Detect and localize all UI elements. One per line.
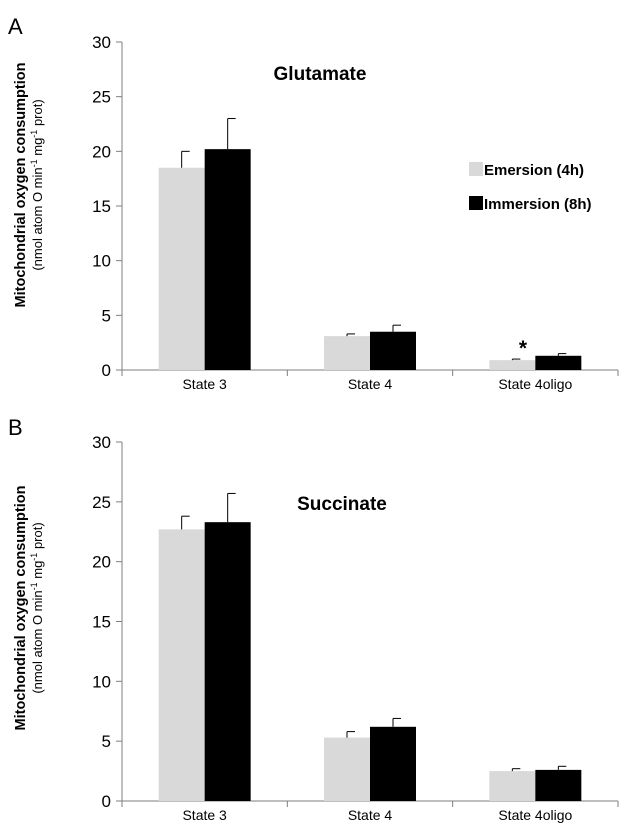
panel-a-y-tick-label: 20 xyxy=(92,142,111,161)
panel-b-bar-emersion xyxy=(489,771,536,801)
panel-a: A Glutamate Mitochondrial oxygen consump… xyxy=(8,14,619,392)
panel-a-y-units: (nmol atom O min-1 mg-1 prot) xyxy=(29,99,45,270)
panel-a-title: Glutamate xyxy=(274,64,367,85)
panel-a-bar-immersion xyxy=(535,355,582,370)
panel-b-y-tick-label: 5 xyxy=(102,732,111,751)
panel-b-y-label-units: (nmol atom O min-1 mg-1 prot) xyxy=(29,522,45,693)
panel-b-y-label: Mitochondrial oxygen consumption xyxy=(13,486,29,731)
panel-a-bar-emersion xyxy=(489,360,536,370)
panel-a-y-tick-label: 0 xyxy=(102,361,111,380)
panel-b-bar-emersion xyxy=(324,737,370,801)
panel-a-y-tick-label: 25 xyxy=(92,88,111,107)
panel-a-category-label: State 4oligo xyxy=(498,376,572,392)
panel-b-bars xyxy=(158,492,582,801)
panel-b-category-label: State 4 xyxy=(348,807,393,823)
panel-a-y-label-units: (nmol atom O min-1 mg-1 prot) xyxy=(29,99,45,270)
panel-b-y-tick-label: 30 xyxy=(92,433,111,452)
panel-a-bar-emersion xyxy=(158,167,205,370)
panel-a-category-label: State 3 xyxy=(182,376,227,392)
panel-a-bar-emersion xyxy=(324,336,370,370)
panel-b-y-tick-label: 0 xyxy=(102,792,111,811)
legend-swatch-emersion xyxy=(469,162,483,176)
panel-b-bar-immersion xyxy=(370,726,416,801)
panel-a-y-tick-label: 30 xyxy=(92,33,111,52)
panel-a-bar-immersion xyxy=(370,331,416,370)
panel-b-y-tick-label: 25 xyxy=(92,493,111,512)
panel-b-bar-immersion xyxy=(535,769,582,801)
panel-b-category-label: State 3 xyxy=(182,807,227,823)
panel-a-y-tick-label: 10 xyxy=(92,252,111,271)
panel-a-bars xyxy=(158,118,582,370)
legend-swatch-immersion xyxy=(469,196,483,210)
panel-b-y-tick-label: 10 xyxy=(92,672,111,691)
panel-b-y-tick-label: 15 xyxy=(92,613,111,632)
panel-a-category-label: State 4 xyxy=(348,376,393,392)
legend: Emersion (4h) Immersion (8h) xyxy=(469,162,592,213)
panel-b-bar-emersion xyxy=(158,529,205,801)
panel-a-y-tick-label: 15 xyxy=(92,197,111,216)
panel-a-y-label: Mitochondrial oxygen consumption xyxy=(13,63,29,308)
legend-label-emersion: Emersion (4h) xyxy=(484,162,584,179)
panel-b-y-units: (nmol atom O min-1 mg-1 prot) xyxy=(29,522,45,693)
panel-a-label: A xyxy=(8,14,23,39)
panel-b-y-tick-label: 20 xyxy=(92,553,111,572)
panel-a-y-tick-label: 5 xyxy=(102,306,111,325)
panel-b-category-label: State 4oligo xyxy=(498,807,572,823)
panel-a-y-label-line1: Mitochondrial oxygen consumption xyxy=(13,63,29,308)
panel-b-bar-immersion xyxy=(204,522,251,801)
panel-a-bar-immersion xyxy=(204,149,251,370)
panel-b-title: Succinate xyxy=(297,494,387,515)
panel-b-label: B xyxy=(8,415,23,440)
significance-marker: * xyxy=(519,337,528,360)
panel-b-y-label-line1: Mitochondrial oxygen consumption xyxy=(13,486,29,731)
panel-a-axes: 0 5 10 15 20 25 30 State 3 State 4 State 4oligo xyxy=(92,33,619,392)
panel-b: B Succinate Mitochondrial oxygen consump… xyxy=(8,415,619,823)
legend-label-immersion: Immersion (8h) xyxy=(484,196,592,213)
